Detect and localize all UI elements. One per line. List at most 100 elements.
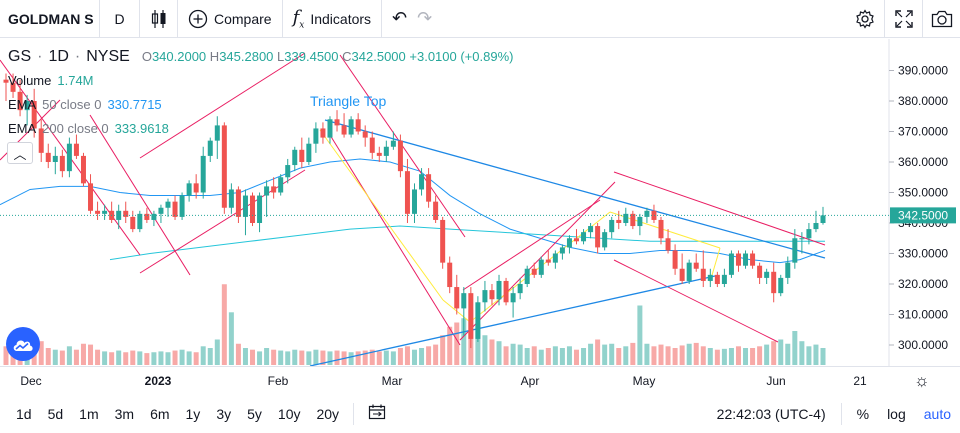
- channel-line[interactable]: [459, 181, 616, 341]
- range-5y-button[interactable]: 5y: [247, 405, 262, 422]
- candle-body[interactable]: [383, 146, 389, 156]
- candle-body[interactable]: [707, 274, 713, 281]
- chart-type-button[interactable]: [140, 0, 178, 38]
- candle-body[interactable]: [10, 82, 16, 92]
- candle-body[interactable]: [637, 216, 643, 227]
- undo-button[interactable]: ↶: [382, 0, 417, 38]
- candle-body[interactable]: [235, 189, 241, 217]
- candle-body[interactable]: [179, 195, 185, 217]
- candle-body[interactable]: [186, 183, 192, 196]
- candle-body[interactable]: [362, 131, 368, 138]
- candle-body[interactable]: [369, 137, 375, 153]
- auto-scale-toggle[interactable]: auto: [923, 405, 951, 422]
- candle-body[interactable]: [750, 253, 756, 266]
- chart-pane[interactable]: 390.0000 380.0000 370.0000 360.0000 350.0000…: [0, 39, 960, 366]
- candle-body[interactable]: [412, 189, 417, 214]
- candle-body[interactable]: [651, 210, 657, 220]
- candle-body[interactable]: [454, 287, 460, 309]
- price-chart[interactable]: 390.0000 380.0000 370.0000 360.0000 350.0000…: [0, 39, 960, 366]
- candle-body[interactable]: [426, 174, 432, 202]
- candle-body[interactable]: [313, 128, 319, 144]
- legend-volume-row[interactable]: Volume 1.74M: [8, 69, 513, 93]
- triangle-top-label[interactable]: Triangle Top: [310, 93, 386, 109]
- candle-body[interactable]: [447, 262, 453, 288]
- candle-body[interactable]: [80, 155, 86, 184]
- candle-body[interactable]: [102, 210, 108, 214]
- interval-button[interactable]: D: [100, 0, 140, 38]
- range-5d-button[interactable]: 5d: [47, 405, 64, 422]
- candle-body[interactable]: [517, 284, 523, 294]
- candle-body[interactable]: [123, 210, 129, 217]
- candle-body[interactable]: [538, 259, 544, 275]
- candle-body[interactable]: [686, 262, 692, 281]
- candle-body[interactable]: [172, 201, 178, 217]
- goto-date-button[interactable]: [360, 404, 394, 423]
- channel-line[interactable]: [329, 134, 461, 346]
- channel-line[interactable]: [139, 52, 306, 159]
- candle-body[interactable]: [355, 119, 361, 132]
- candle-body[interactable]: [721, 274, 727, 284]
- candle-body[interactable]: [376, 152, 382, 156]
- candle-body[interactable]: [482, 290, 488, 303]
- percent-toggle[interactable]: %: [856, 405, 870, 422]
- legend-ticker[interactable]: GS: [8, 48, 32, 65]
- candle-body[interactable]: [658, 219, 664, 239]
- candle-body[interactable]: [588, 226, 594, 233]
- candle-body[interactable]: [475, 302, 481, 339]
- candle-body[interactable]: [250, 195, 256, 223]
- candle-body[interactable]: [327, 119, 333, 138]
- candle-body[interactable]: [207, 140, 213, 156]
- channel-line[interactable]: [139, 169, 306, 274]
- candle-body[interactable]: [397, 140, 403, 172]
- candle-body[interactable]: [278, 177, 284, 193]
- candle-body[interactable]: [52, 155, 58, 162]
- candle-body[interactable]: [559, 247, 565, 254]
- candle-body[interactable]: [59, 155, 65, 172]
- candle-body[interactable]: [264, 186, 270, 196]
- candle-body[interactable]: [440, 219, 446, 263]
- candle-body[interactable]: [792, 238, 798, 263]
- candle-body[interactable]: [714, 274, 720, 284]
- log-toggle[interactable]: log: [887, 405, 906, 422]
- candle-body[interactable]: [820, 215, 826, 223]
- candle-body[interactable]: [17, 91, 23, 111]
- candle-body[interactable]: [778, 277, 784, 294]
- candle-body[interactable]: [242, 195, 248, 217]
- indicators-button[interactable]: fx Indicators: [283, 0, 383, 38]
- candle-body[interactable]: [573, 238, 579, 242]
- candle-body[interactable]: [566, 238, 572, 248]
- candle-body[interactable]: [341, 125, 347, 135]
- candle-body[interactable]: [151, 213, 157, 220]
- candle-body[interactable]: [24, 101, 30, 111]
- range-20y-button[interactable]: 20y: [316, 405, 340, 422]
- range-1y-button[interactable]: 1y: [185, 405, 201, 422]
- candle-body[interactable]: [66, 143, 72, 172]
- channel-line[interactable]: [613, 171, 826, 246]
- candle-body[interactable]: [404, 171, 410, 214]
- candle-body[interactable]: [785, 262, 791, 278]
- candle-body[interactable]: [45, 152, 51, 162]
- candle-body[interactable]: [700, 268, 706, 281]
- candle-body[interactable]: [545, 259, 551, 263]
- compare-button[interactable]: Compare: [178, 0, 283, 38]
- candle-body[interactable]: [334, 119, 340, 126]
- range-10y-button[interactable]: 10y: [277, 405, 301, 422]
- candle-body[interactable]: [271, 186, 277, 193]
- candle-body[interactable]: [299, 149, 305, 162]
- candle-body[interactable]: [552, 253, 558, 263]
- channel-line[interactable]: [89, 114, 191, 276]
- candle-body[interactable]: [510, 293, 516, 303]
- candle-body[interactable]: [503, 280, 509, 303]
- range-1d-button[interactable]: 1d: [16, 405, 32, 422]
- candle-body[interactable]: [496, 280, 502, 300]
- candle-body[interactable]: [306, 143, 312, 162]
- candle-body[interactable]: [3, 79, 9, 83]
- candle-body[interactable]: [193, 183, 199, 193]
- candle-body[interactable]: [221, 125, 227, 208]
- candle-body[interactable]: [623, 213, 629, 223]
- range-3y-button[interactable]: 3y: [216, 405, 232, 422]
- trend-line[interactable]: [324, 119, 826, 259]
- candle-body[interactable]: [390, 140, 396, 147]
- candle-body[interactable]: [764, 271, 770, 278]
- candle-body[interactable]: [743, 253, 749, 266]
